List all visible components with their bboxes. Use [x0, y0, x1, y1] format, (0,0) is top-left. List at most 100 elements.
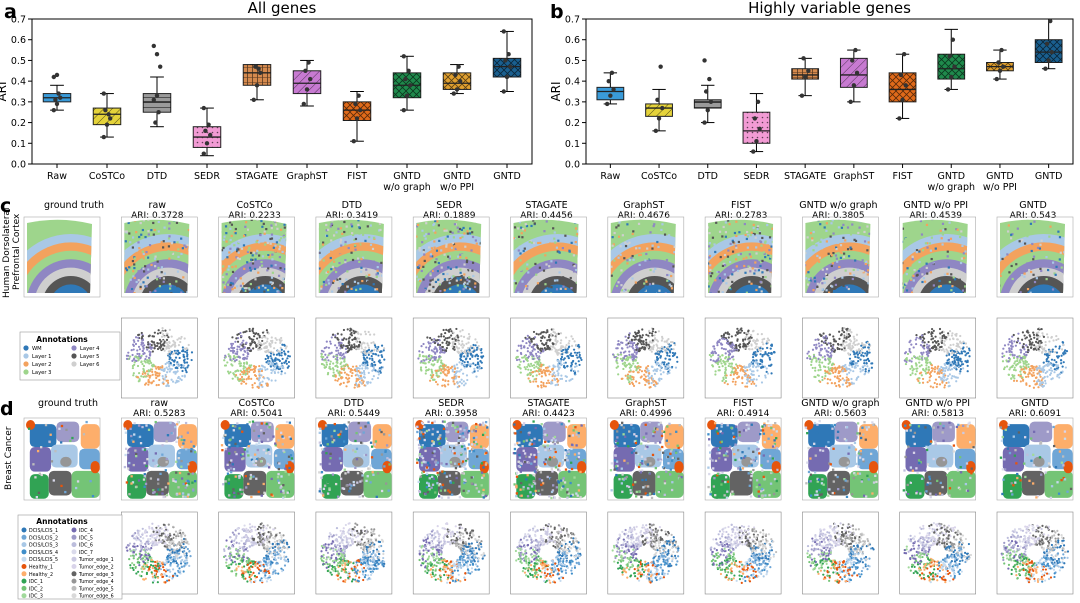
spot: [477, 245, 480, 248]
umap-point: [725, 341, 729, 345]
side-label-line-1: Human Dorsolateral: [2, 208, 12, 298]
umap-point: [256, 342, 259, 346]
umap-point: [261, 331, 265, 334]
umap-point: [612, 353, 615, 356]
spot: [277, 274, 281, 277]
tile-ari: ARI: 0.4676: [618, 211, 671, 221]
data-point: [848, 99, 853, 105]
umap-point: [374, 363, 377, 366]
umap-point: [747, 329, 750, 332]
spot: [358, 268, 361, 271]
umap-point: [449, 328, 452, 331]
spot: [455, 266, 458, 269]
spot: [249, 269, 252, 272]
umap-point: [339, 382, 343, 385]
umap-point: [155, 384, 158, 387]
umap-point: [269, 350, 273, 353]
umap-point: [339, 351, 342, 355]
spot: [361, 279, 364, 283]
spot: [271, 253, 274, 256]
spot: [648, 283, 652, 286]
spot: [445, 243, 448, 246]
spot: [259, 233, 262, 237]
umap-point: [367, 371, 370, 374]
umap-point: [721, 379, 724, 383]
spot: [290, 226, 292, 228]
spot: [284, 271, 287, 274]
box-pattern: [791, 68, 819, 80]
spot: [144, 265, 147, 268]
umap-point: [662, 363, 666, 366]
umap-point: [624, 374, 627, 377]
umap-point: [765, 370, 768, 373]
spot: [416, 265, 417, 269]
spot: [852, 268, 855, 272]
spot: [864, 262, 867, 266]
umap-point: [638, 381, 641, 385]
spot: [187, 229, 190, 232]
spot: [175, 221, 179, 224]
umap-point: [420, 345, 423, 348]
spot: [776, 261, 778, 263]
spot: [652, 225, 655, 228]
spot: [517, 291, 520, 293]
spot: [461, 253, 464, 257]
umap-point: [280, 362, 283, 365]
umap-point: [659, 369, 662, 372]
spot: [416, 266, 420, 269]
spot: [840, 251, 843, 255]
spot: [336, 278, 339, 281]
spot: [260, 264, 264, 267]
umap-point: [229, 349, 232, 352]
umap-point: [517, 344, 520, 347]
umap-point: [645, 333, 648, 336]
umap-point: [634, 366, 637, 369]
umap-point: [241, 370, 244, 374]
umap-point: [732, 373, 736, 376]
umap-point: [441, 384, 444, 387]
spot: [626, 259, 629, 262]
spot: [170, 242, 173, 245]
umap-point: [262, 335, 265, 339]
box-pattern: [743, 112, 770, 144]
spot: [774, 227, 776, 229]
spot: [615, 226, 618, 229]
spot: [160, 274, 163, 278]
umap-point: [346, 328, 349, 331]
umap-point: [138, 348, 142, 351]
umap-point: [433, 337, 436, 341]
umap-point: [339, 362, 342, 366]
spot: [337, 287, 340, 290]
spot: [708, 272, 711, 275]
spot: [426, 234, 429, 238]
umap-point: [137, 345, 141, 348]
spot: [141, 228, 144, 232]
umap-point: [131, 353, 134, 357]
umap-point: [721, 365, 724, 368]
spot: [157, 266, 160, 269]
umap-point: [578, 351, 581, 354]
umap-point: [535, 369, 538, 373]
spot: [766, 244, 770, 247]
spot: [749, 234, 752, 237]
umap-point: [764, 351, 767, 354]
umap-point: [533, 336, 537, 339]
umap-point: [765, 367, 768, 370]
spot: [825, 267, 829, 271]
umap-point: [363, 373, 366, 376]
spot: [145, 250, 148, 254]
spot: [339, 238, 343, 242]
spot: [131, 246, 134, 249]
data-point: [206, 122, 211, 127]
spot: [424, 237, 427, 240]
umap-point: [357, 369, 360, 373]
spot: [464, 223, 467, 226]
umap-point: [671, 365, 674, 369]
umap-point: [133, 363, 136, 366]
spot: [610, 265, 613, 268]
spot: [325, 223, 328, 227]
umap-point: [349, 370, 352, 373]
spot: [285, 238, 287, 242]
spot: [420, 269, 423, 273]
umap-point: [672, 354, 675, 357]
